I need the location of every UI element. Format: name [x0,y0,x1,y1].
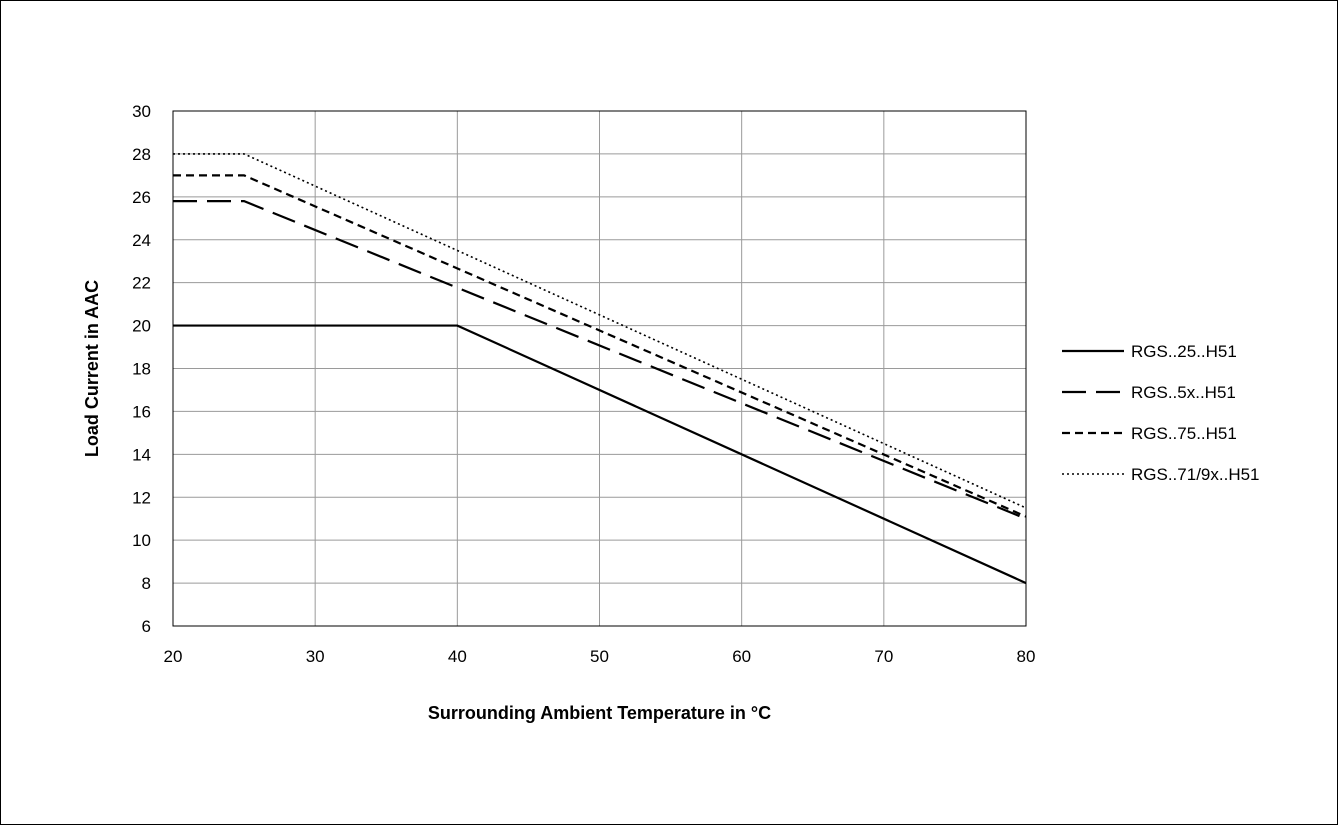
y-tick-label: 20 [132,317,151,336]
y-tick-label: 18 [132,360,151,379]
series-line-2 [173,200,1027,520]
x-tick-labels: 20 30 40 50 60 70 80 [164,647,1036,666]
x-tick-label: 40 [448,647,467,666]
y-tick-labels: 6 8 10 12 14 16 18 20 22 24 26 28 30 [132,102,151,636]
x-axis-label: Surrounding Ambient Temperature in °C [428,703,771,723]
y-tick-label: 22 [132,274,151,293]
legend: RGS..25..H51 RGS..5x..H51 RGS..75..H51 RGS.… [1062,342,1260,484]
y-tick-label: 14 [132,445,151,464]
y-axis-label: Load Current in AAC [82,280,102,457]
y-tick-label: 28 [132,145,151,164]
legend-label: RGS..25..H51 [1131,342,1237,361]
x-tick-label: 50 [590,647,609,666]
y-tick-label: 6 [142,617,151,636]
series-line-3 [173,174,1027,518]
series-line-4 [173,153,1027,509]
y-tick-label: 24 [132,231,151,250]
y-tick-label: 10 [132,531,151,550]
y-tick-label: 26 [132,188,151,207]
y-tick-label: 12 [132,488,151,507]
y-tick-label: 8 [142,574,151,593]
legend-label: RGS..71/9x..H51 [1131,465,1260,484]
series-line-1 [173,324,1027,585]
x-tick-label: 60 [732,647,751,666]
x-tick-label: 80 [1017,647,1036,666]
legend-label: RGS..5x..H51 [1131,383,1236,402]
x-tick-label: 70 [874,647,893,666]
series-lines [173,153,1027,585]
grid [172,110,1027,627]
plot-area-border [172,110,1027,627]
legend-label: RGS..75..H51 [1131,424,1237,443]
y-tick-label: 30 [132,102,151,121]
y-tick-label: 16 [132,402,151,421]
x-tick-label: 20 [164,647,183,666]
x-tick-label: 30 [306,647,325,666]
